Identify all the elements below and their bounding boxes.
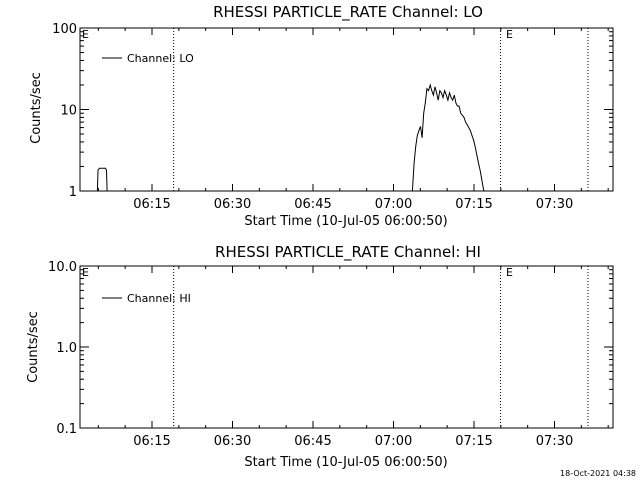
- x-tick-label: 06:15: [133, 197, 170, 212]
- x-tick-label: 06:45: [294, 197, 331, 212]
- x-axis-label: Start Time (10-Jul-05 06:00:50): [244, 214, 447, 229]
- chart-title: RHESSI PARTICLE_RATE Channel: HI: [215, 243, 481, 262]
- y-axis-label: Counts/sec: [26, 311, 41, 383]
- footer-timestamp: 18-Oct-2021 04:38: [560, 469, 636, 478]
- y-axis-label: Counts/sec: [29, 72, 44, 144]
- x-tick-label: 07:15: [455, 434, 492, 449]
- chart-title: RHESSI PARTICLE_RATE Channel: LO: [213, 3, 483, 22]
- marker-e-label: E: [506, 266, 513, 279]
- x-tick-label: 07:00: [375, 197, 412, 212]
- x-tick-label: 07:30: [536, 197, 573, 212]
- legend-entry: Channel: LO: [127, 52, 194, 65]
- x-tick-label: 07:30: [536, 434, 573, 449]
- corner-e-label: E: [82, 266, 89, 279]
- x-tick-label: 06:15: [133, 434, 170, 449]
- x-axis-label: Start Time (10-Jul-05 06:00:50): [244, 455, 447, 470]
- y-tick-label: 100: [52, 22, 77, 37]
- lo-channel-panel: RHESSI PARTICLE_RATE Channel: LO Counts/…: [29, 3, 614, 229]
- y-tick-label: 10.0: [48, 260, 77, 275]
- y-tick-label: 0.1: [56, 422, 77, 437]
- y-tick-label: 1: [69, 185, 77, 200]
- x-tick-label: 07:00: [375, 434, 412, 449]
- marker-e-label: E: [506, 28, 513, 41]
- x-tick-label: 06:45: [294, 434, 331, 449]
- y-tick-label: 1.0: [56, 341, 77, 356]
- x-tick-label: 06:30: [214, 197, 251, 212]
- plot-frame: [79, 265, 614, 429]
- series-line-segment: [96, 167, 108, 192]
- y-tick-label: 10: [60, 104, 77, 119]
- x-tick-label: 06:30: [214, 434, 251, 449]
- hi-channel-panel: RHESSI PARTICLE_RATE Channel: HI Counts/…: [26, 243, 614, 470]
- legend-entry: Channel: HI: [127, 292, 191, 305]
- series-line-segment: [411, 83, 485, 192]
- x-tick-label: 07:15: [455, 197, 492, 212]
- corner-e-label: E: [82, 28, 89, 41]
